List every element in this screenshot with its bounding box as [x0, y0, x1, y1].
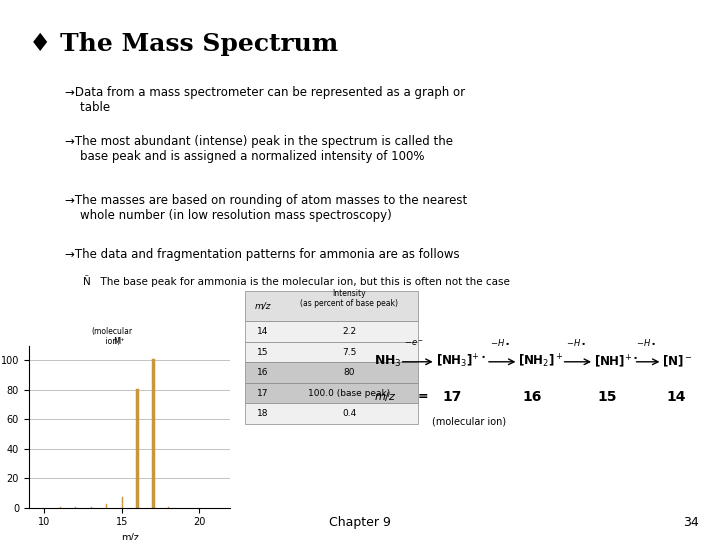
Text: $-e^-$: $-e^-$	[404, 339, 424, 348]
Text: 80: 80	[343, 368, 355, 377]
X-axis label: m/z: m/z	[121, 533, 138, 540]
Text: →The masses are based on rounding of atom masses to the nearest
    whole number: →The masses are based on rounding of ato…	[65, 194, 467, 222]
FancyBboxPatch shape	[245, 291, 418, 321]
Text: m/z: m/z	[255, 301, 271, 310]
Text: (molecular ion): (molecular ion)	[432, 416, 506, 426]
Text: 18: 18	[257, 409, 269, 418]
FancyBboxPatch shape	[245, 321, 418, 342]
Text: 7.5: 7.5	[342, 348, 356, 356]
Text: 14: 14	[257, 327, 269, 336]
Text: 16: 16	[257, 368, 269, 377]
Text: $-H\bullet$: $-H\bullet$	[490, 338, 510, 348]
FancyBboxPatch shape	[245, 403, 418, 424]
Text: $m/z$: $m/z$	[374, 390, 397, 403]
Text: Ñ   The base peak for ammonia is the molecular ion, but this is often not the ca: Ñ The base peak for ammonia is the molec…	[83, 275, 510, 287]
Text: ♦ The Mass Spectrum: ♦ The Mass Spectrum	[29, 32, 338, 56]
Text: $-H\bullet$: $-H\bullet$	[566, 338, 586, 348]
Text: $-H\bullet$: $-H\bullet$	[636, 338, 657, 348]
Text: 100.0 (base peak): 100.0 (base peak)	[308, 389, 390, 397]
Text: 2.2: 2.2	[342, 327, 356, 336]
Text: 0.4: 0.4	[342, 409, 356, 418]
Text: NH$_3$: NH$_3$	[374, 354, 402, 369]
Text: (molecular
 ion): (molecular ion)	[91, 327, 132, 346]
Text: [N]$^-$: [N]$^-$	[662, 354, 693, 369]
Text: [NH]$^{+\bullet}$: [NH]$^{+\bullet}$	[594, 354, 639, 370]
Text: 34: 34	[683, 516, 698, 529]
Text: 15: 15	[598, 390, 617, 404]
FancyBboxPatch shape	[245, 342, 418, 362]
Text: Chapter 9: Chapter 9	[329, 516, 391, 529]
Text: M⁺ + 1: M⁺ + 1	[169, 460, 196, 469]
Text: 17: 17	[257, 389, 269, 397]
Text: M⁺: M⁺	[113, 338, 125, 347]
Text: [NH$_3$]$^{+\bullet}$: [NH$_3$]$^{+\bullet}$	[436, 353, 486, 370]
Text: 15: 15	[257, 348, 269, 356]
Text: 17: 17	[443, 390, 462, 404]
Text: 16: 16	[522, 390, 541, 404]
Text: =: =	[418, 390, 428, 403]
FancyBboxPatch shape	[245, 362, 418, 383]
Text: →Data from a mass spectrometer can be represented as a graph or
    table: →Data from a mass spectrometer can be re…	[65, 86, 465, 114]
FancyBboxPatch shape	[245, 383, 418, 403]
Text: Intensity
(as percent of base peak): Intensity (as percent of base peak)	[300, 289, 398, 308]
Text: 14: 14	[666, 390, 685, 404]
Text: →The data and fragmentation patterns for ammonia are as follows: →The data and fragmentation patterns for…	[65, 248, 459, 261]
Text: →The most abundant (intense) peak in the spectrum is called the
    base peak an: →The most abundant (intense) peak in the…	[65, 135, 453, 163]
Text: [NH$_2$]$^+$: [NH$_2$]$^+$	[518, 353, 564, 370]
